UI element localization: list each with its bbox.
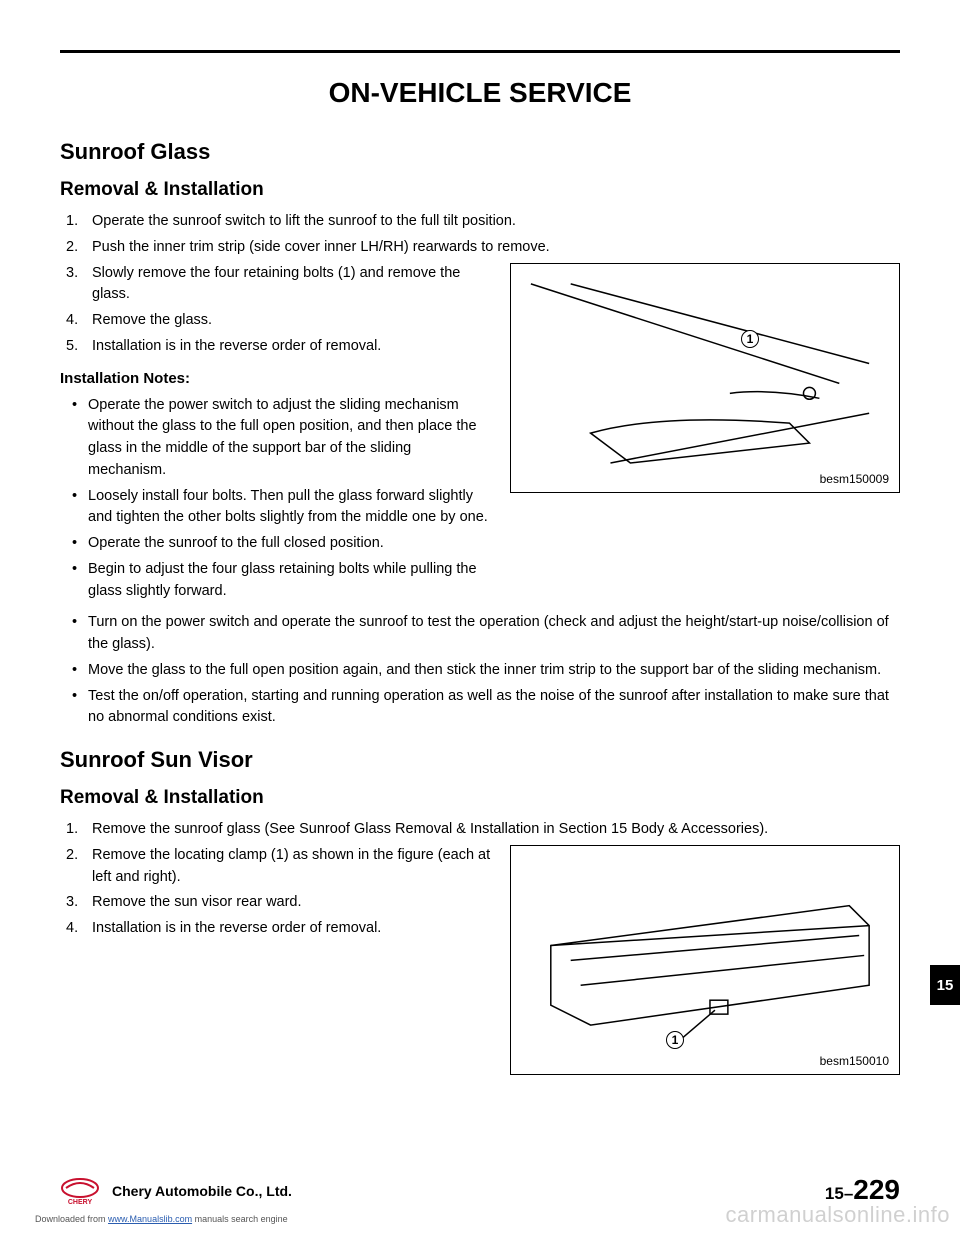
installation-notes-full: Turn on the power switch and operate the… <box>60 612 900 729</box>
section-tab: 15 <box>930 965 960 1005</box>
chery-logo: CHERY <box>60 1176 100 1206</box>
installation-notes-left: Operate the power switch to adjust the s… <box>60 395 492 603</box>
figure-illustration <box>511 846 899 1075</box>
page-title: ON-VEHICLE SERVICE <box>60 77 900 109</box>
step-item: 2.Remove the locating clamp (1) as shown… <box>78 845 492 889</box>
svg-text:CHERY: CHERY <box>68 1199 93 1206</box>
note-item: Test the on/off operation, starting and … <box>78 686 900 730</box>
note-item: Loosely install four bolts. Then pull th… <box>78 486 492 530</box>
step-item: 3.Slowly remove the four retaining bolts… <box>78 263 492 307</box>
step-item: 5.Installation is in the reverse order o… <box>78 336 492 358</box>
step-item: 2.Push the inner trim strip (side cover … <box>78 237 900 259</box>
sunroof-glass-subheading: Removal & Installation <box>60 179 900 201</box>
note-item: Turn on the power switch and operate the… <box>78 612 900 656</box>
note-item: Operate the power switch to adjust the s… <box>78 395 492 482</box>
note-item: Move the glass to the full open position… <box>78 660 900 682</box>
step-item: 4.Remove the glass. <box>78 310 492 332</box>
figure-caption: besm150010 <box>820 1054 889 1068</box>
step-item: 1.Remove the sunroof glass (See Sunroof … <box>78 819 900 841</box>
note-item: Operate the sunroof to the full closed p… <box>78 533 492 555</box>
sun-visor-heading: Sunroof Sun Visor <box>60 747 900 773</box>
footer-left: CHERY Chery Automobile Co., Ltd. <box>60 1176 292 1206</box>
step-item: 3.Remove the sun visor rear ward. <box>78 892 492 914</box>
footer-company: Chery Automobile Co., Ltd. <box>112 1183 292 1199</box>
installation-notes-heading: Installation Notes: <box>60 370 492 387</box>
manualslib-link[interactable]: www.Manualslib.com <box>108 1214 192 1224</box>
download-source-line: Downloaded from www.Manualslib.com manua… <box>35 1214 288 1224</box>
step-item: 1.Operate the sunroof switch to lift the… <box>78 211 900 233</box>
sun-visor-steps-top: 1.Remove the sunroof glass (See Sunroof … <box>60 819 900 841</box>
step-item: 4.Installation is in the reverse order o… <box>78 918 492 940</box>
callout-1: 1 <box>741 330 759 348</box>
figure-sunroof-glass: 1 besm150009 <box>510 263 900 493</box>
watermark: carmanualsonline.info <box>725 1202 950 1228</box>
note-item: Begin to adjust the four glass retaining… <box>78 559 492 603</box>
sunroof-glass-steps-left: 3.Slowly remove the four retaining bolts… <box>60 263 492 358</box>
sun-visor-steps-left: 2.Remove the locating clamp (1) as shown… <box>60 845 492 940</box>
top-rule <box>60 50 900 53</box>
sun-visor-subheading: Removal & Installation <box>60 787 900 809</box>
callout-1: 1 <box>666 1031 684 1049</box>
sunroof-glass-heading: Sunroof Glass <box>60 139 900 165</box>
figure-sun-visor: 1 besm150010 <box>510 845 900 1075</box>
figure-caption: besm150009 <box>820 472 889 486</box>
sunroof-glass-steps-top: 1.Operate the sunroof switch to lift the… <box>60 211 900 259</box>
figure-illustration <box>511 264 899 493</box>
